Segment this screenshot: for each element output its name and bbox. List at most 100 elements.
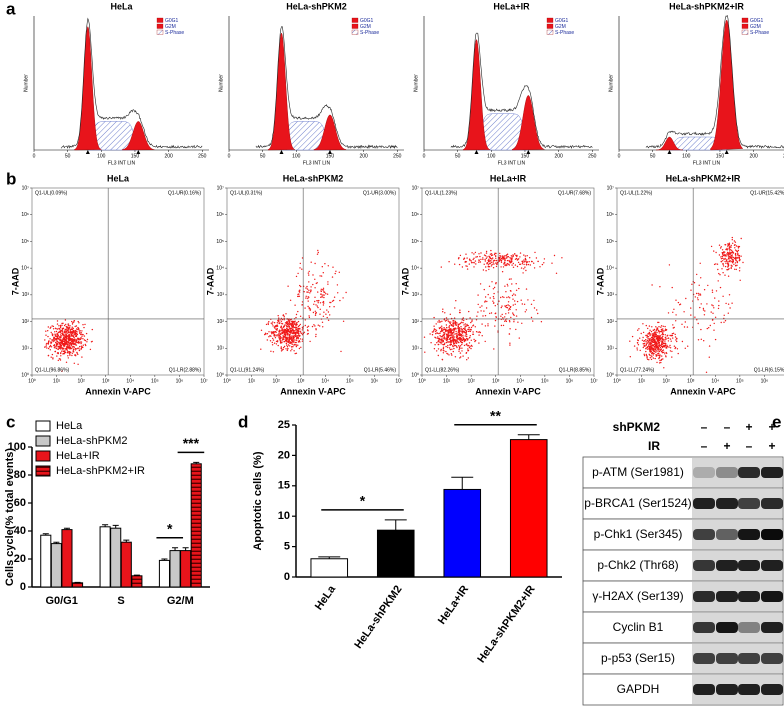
event-dot [655,338,657,340]
event-dot [506,254,508,256]
event-dot [655,333,657,335]
event-dot [448,326,450,328]
event-dot [317,324,319,326]
event-dot [273,334,276,336]
legend-label: S-Phase [750,30,769,36]
event-dot [459,336,461,339]
event-dot [316,253,319,255]
event-dot [453,347,455,350]
event-dot [484,340,486,343]
event-dot [700,303,702,305]
event-dot [478,342,480,344]
plot-frame [616,187,784,376]
event-dot [300,285,302,288]
event-dot [720,261,722,263]
event-dot [536,309,538,311]
y-axis-label: Number [218,74,224,92]
event-dot [658,330,660,333]
event-dot [443,331,445,334]
event-dot [500,306,502,309]
y-tick-label: 40 [14,525,26,537]
event-dot [740,255,742,257]
event-dot [719,274,721,276]
event-dot [444,338,446,340]
event-dot [470,260,472,262]
legend-label: G0G1 [360,18,374,24]
event-dot [52,325,55,328]
event-dot [334,272,336,275]
event-dot [81,333,83,336]
event-dot [319,302,322,304]
y-tick-label: 10³ [412,292,420,298]
event-dot [504,320,506,322]
event-dot [476,256,478,258]
event-dot [285,341,287,343]
event-dot [307,300,309,302]
error-bar [63,527,70,530]
event-dot [510,261,512,264]
event-dot [734,262,737,264]
event-dot [67,345,69,347]
event-dot [311,325,314,328]
event-dot [475,256,477,258]
event-dot [55,330,58,333]
legend-label: HeLa-shPKM2 [56,435,128,447]
event-dot [505,257,508,259]
event-dot [706,327,708,330]
event-dot [69,326,71,328]
dotplot-title: HeLa+IR [490,173,527,183]
event-dot [65,328,67,331]
event-dot [649,348,652,351]
event-dot [729,250,731,252]
event-dot [705,371,708,373]
histogram-outline [255,26,398,150]
event-dot [306,285,308,288]
event-dot [485,307,488,309]
blot-band [716,467,738,478]
event-dot [658,362,661,364]
event-dot [712,312,714,314]
event-dot [508,307,511,310]
x-tick-label: 150 [716,153,725,159]
event-dot [475,263,477,265]
event-dot [332,299,335,302]
event-dot [47,347,50,350]
event-dot [338,271,340,273]
event-dot [74,344,77,346]
event-dot [730,264,732,266]
event-dot [653,334,655,337]
event-dot [301,304,303,306]
event-dot [72,329,75,332]
event-dot [673,326,675,329]
event-dot [451,340,453,342]
blot-band [738,529,760,540]
event-dot [713,263,716,266]
event-dot [62,352,65,355]
event-dot [276,341,279,343]
event-dot [529,264,531,266]
event-dot [58,346,61,348]
event-dot [468,327,470,329]
event-dot [699,294,702,296]
event-dot [736,253,739,255]
event-dot [652,336,654,338]
event-dot [266,333,269,335]
event-dot [432,331,435,333]
event-dot [467,338,469,340]
event-dot [515,254,517,257]
event-dot [535,257,538,259]
event-dot [61,324,63,326]
event-dot [661,334,663,336]
event-dot [323,294,325,296]
event-dot [675,299,677,301]
event-dot [702,307,705,310]
event-dot [319,275,321,277]
event-dot [457,326,459,328]
event-dot [541,263,544,266]
peak-marker [136,150,141,154]
event-dot [290,350,292,352]
x-axis-label: FL3 INT LIN [498,160,526,166]
event-dot [275,340,278,343]
event-dot [504,285,506,287]
event-dot [295,324,297,327]
